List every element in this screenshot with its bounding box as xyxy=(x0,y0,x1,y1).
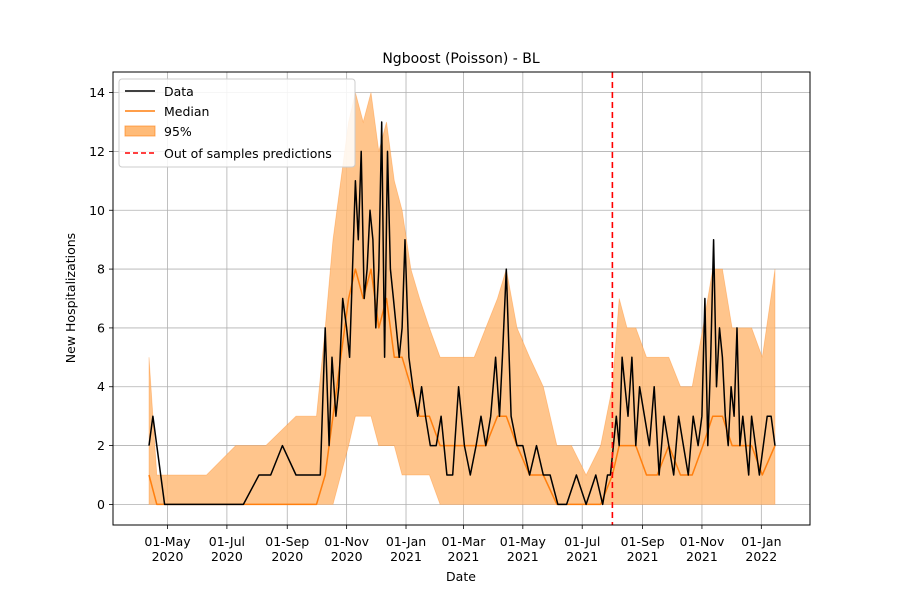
x-tick-label: 01-May 2020 xyxy=(144,534,191,564)
y-tick-label: 10 xyxy=(89,203,105,218)
confidence-band xyxy=(148,92,776,505)
chart-title: Ngboost (Poisson) - BL xyxy=(382,51,540,67)
legend-vline-label: Out of samples predictions xyxy=(164,146,332,161)
x-tick-label: 01-Nov 2021 xyxy=(680,534,725,564)
legend-band-label: 95% xyxy=(164,124,192,139)
y-tick-label: 8 xyxy=(97,262,105,277)
x-axis-ticks: 01-May 2020 01-Jul 2020 01-Sep 2020 01-Nov 2020… xyxy=(144,525,782,564)
x-tick-label: 01-Sep 2020 xyxy=(265,534,309,564)
x-tick-label: 01-Sep 2021 xyxy=(621,534,665,564)
data-line xyxy=(148,121,776,506)
x-tick-label: 01-Jul 2020 xyxy=(209,534,245,564)
plot-frame xyxy=(112,71,811,526)
y-tick-label: 2 xyxy=(97,438,105,453)
data-series xyxy=(148,121,776,506)
x-tick-label: 01-May 2021 xyxy=(500,534,547,564)
y-tick-label: 6 xyxy=(97,320,105,335)
y-tick-label: 12 xyxy=(89,144,105,159)
y-tick-label: 14 xyxy=(89,85,105,100)
legend-median-label: Median xyxy=(164,104,209,119)
y-tick-label: 0 xyxy=(97,497,105,512)
legend-band-swatch xyxy=(124,125,156,137)
x-tick-label: 01-Jan 2021 xyxy=(386,534,426,564)
band-area xyxy=(148,92,776,505)
legend: Data Median 95% Out of samples predictio… xyxy=(118,78,356,168)
y-tick-label: 4 xyxy=(97,379,105,394)
y-axis-label: New Hospitalizations xyxy=(63,233,78,363)
legend-box xyxy=(118,78,356,168)
x-tick-label: 01-Nov 2020 xyxy=(324,534,369,564)
x-axis-label: Date xyxy=(446,569,476,584)
x-tick-label: 01-Jul 2021 xyxy=(564,534,600,564)
y-axis-ticks: 0 2 4 6 8 10 12 14 xyxy=(89,85,113,512)
legend-data-label: Data xyxy=(164,84,194,99)
x-tick-label: 01-Jan 2022 xyxy=(741,534,781,564)
x-tick-label: 01-Mar 2021 xyxy=(441,534,486,564)
